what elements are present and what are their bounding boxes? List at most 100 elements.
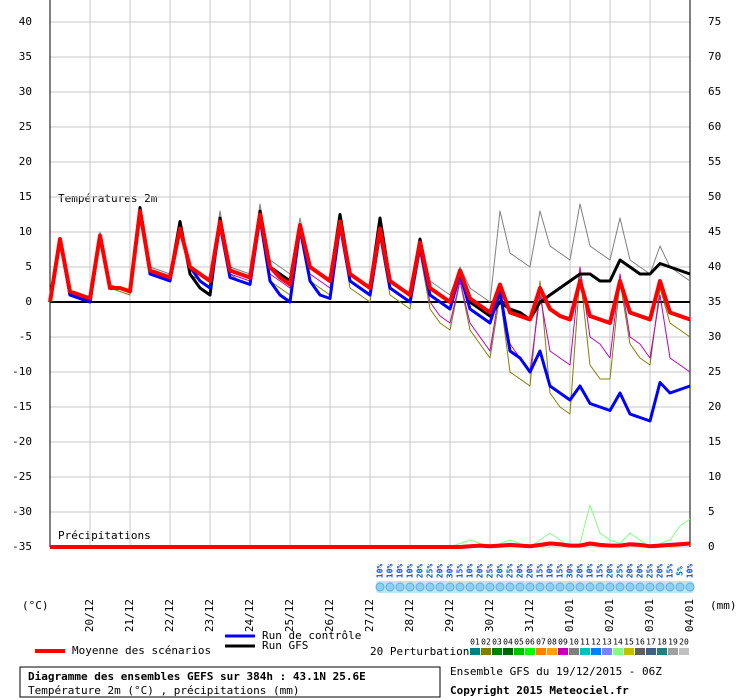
snow-icon <box>375 582 385 592</box>
perturbation-label: 19 <box>668 638 678 647</box>
legend-label: Moyenne des scénarios <box>72 644 211 657</box>
snow-probability-label: 5% <box>676 566 685 576</box>
snow-icon <box>455 582 465 592</box>
y2-tick-label: 35 <box>708 295 721 308</box>
snow-icon <box>595 582 605 592</box>
perturbation-swatch <box>624 648 634 655</box>
snow-icon <box>515 582 525 592</box>
snow-icon <box>435 582 445 592</box>
y-tick-label: -15 <box>12 400 32 413</box>
snow-icon <box>385 582 395 592</box>
y-tick-label: 20 <box>19 155 32 168</box>
snow-probability-label: 10% <box>586 564 595 579</box>
perturbation-label: 20 <box>679 638 689 647</box>
perturbation-label: 17 <box>646 638 656 647</box>
perturbation-swatch <box>481 648 491 655</box>
perturbation-swatch <box>668 648 678 655</box>
series-line <box>48 209 691 423</box>
y2-tick-label: 65 <box>708 85 721 98</box>
y-tick-label: 0 <box>25 295 32 308</box>
snow-icon <box>535 582 545 592</box>
title-box <box>19 666 441 698</box>
chart-subtitle: Température 2m (°C) , précipitations (mm… <box>28 684 300 697</box>
perturbation-swatch <box>547 648 557 655</box>
perturbation-swatch <box>646 648 656 655</box>
y-tick-label: -25 <box>12 470 32 483</box>
y-tick-label: -20 <box>12 435 32 448</box>
snow-strip <box>376 581 694 593</box>
perturbation-label: 07 <box>536 638 546 647</box>
snow-icon <box>425 582 435 592</box>
perturbation-label: 13 <box>602 638 612 647</box>
snow-icon <box>685 582 695 592</box>
snow-icon <box>395 582 405 592</box>
x-tick-label: 23/12 <box>203 599 216 632</box>
snow-probability-label: 10% <box>406 564 415 579</box>
snow-probability-label: 30% <box>566 564 575 579</box>
y-tick-label: -35 <box>12 540 32 553</box>
snow-probability-label: 15% <box>666 564 675 579</box>
snow-probability-label: 15% <box>536 564 545 579</box>
snow-probability-label: 25% <box>646 564 655 579</box>
snow-probability-label: 10% <box>546 564 555 579</box>
perturbation-swatch <box>503 648 513 655</box>
x-tick-label: 27/12 <box>363 599 376 632</box>
snow-icon <box>565 582 575 592</box>
y2-tick-label: 70 <box>708 50 721 63</box>
snow-icon <box>575 582 585 592</box>
perturbation-swatch <box>569 648 579 655</box>
temp-label: Températures 2m <box>58 192 158 205</box>
snow-probability-label: 20% <box>606 564 615 579</box>
y2-tick-label: 75 <box>708 15 721 28</box>
perturbation-label: 18 <box>657 638 667 647</box>
x-tick-label: 02/01 <box>603 599 616 632</box>
snow-probability-label: 20% <box>636 564 645 579</box>
perturbation-label: 11 <box>580 638 590 647</box>
y-tick-label: 40 <box>19 15 32 28</box>
perturbation-swatch <box>635 648 645 655</box>
snow-icon <box>415 582 425 592</box>
snow-icon <box>465 582 475 592</box>
snow-probability-label: 20% <box>496 564 505 579</box>
snow-icon <box>605 582 615 592</box>
snow-icon <box>555 582 565 592</box>
y2-tick-label: 10 <box>708 470 721 483</box>
y-tick-label: 15 <box>19 190 32 203</box>
x-tick-label: 28/12 <box>403 599 416 632</box>
y2-tick-label: 20 <box>708 400 721 413</box>
perturbations-label: 20 Perturbations <box>370 645 476 658</box>
y2-tick-label: 5 <box>708 505 715 518</box>
perturbation-label: 03 <box>492 638 502 647</box>
y-tick-label: -30 <box>12 505 32 518</box>
snow-icon <box>585 582 595 592</box>
legend-label: Run GFS <box>262 639 308 652</box>
x-tick-label: 29/12 <box>443 599 456 632</box>
perturbation-swatch <box>580 648 590 655</box>
snow-icon <box>405 582 415 592</box>
y-axis-unit: (°C) <box>22 599 49 612</box>
perturbation-label: 14 <box>613 638 623 647</box>
snow-icon <box>615 582 625 592</box>
snow-probability-label: 20% <box>516 564 525 579</box>
y-tick-label: 30 <box>19 85 32 98</box>
snow-probability-label: 10% <box>396 564 405 579</box>
snow-probability-label: 25% <box>486 564 495 579</box>
y2-tick-label: 40 <box>708 260 721 273</box>
perturbation-label: 09 <box>558 638 568 647</box>
snow-icon <box>495 582 505 592</box>
y2-tick-label: 45 <box>708 225 721 238</box>
x-tick-label: 04/01 <box>683 599 696 632</box>
x-tick-label: 01/01 <box>563 599 576 632</box>
snow-icon <box>675 582 685 592</box>
snow-probability-label: 15% <box>596 564 605 579</box>
y2-tick-label: 50 <box>708 190 721 203</box>
x-tick-label: 20/12 <box>83 599 96 632</box>
y2-tick-label: 0 <box>708 540 715 553</box>
run-label: Ensemble GFS du 19/12/2015 - 06Z <box>450 665 662 678</box>
snow-probability-label: 10% <box>386 564 395 579</box>
perturbation-swatch <box>602 648 612 655</box>
y-tick-label: 10 <box>19 225 32 238</box>
y-tick-label: 5 <box>25 260 32 273</box>
snow-probability-label: 25% <box>426 564 435 579</box>
